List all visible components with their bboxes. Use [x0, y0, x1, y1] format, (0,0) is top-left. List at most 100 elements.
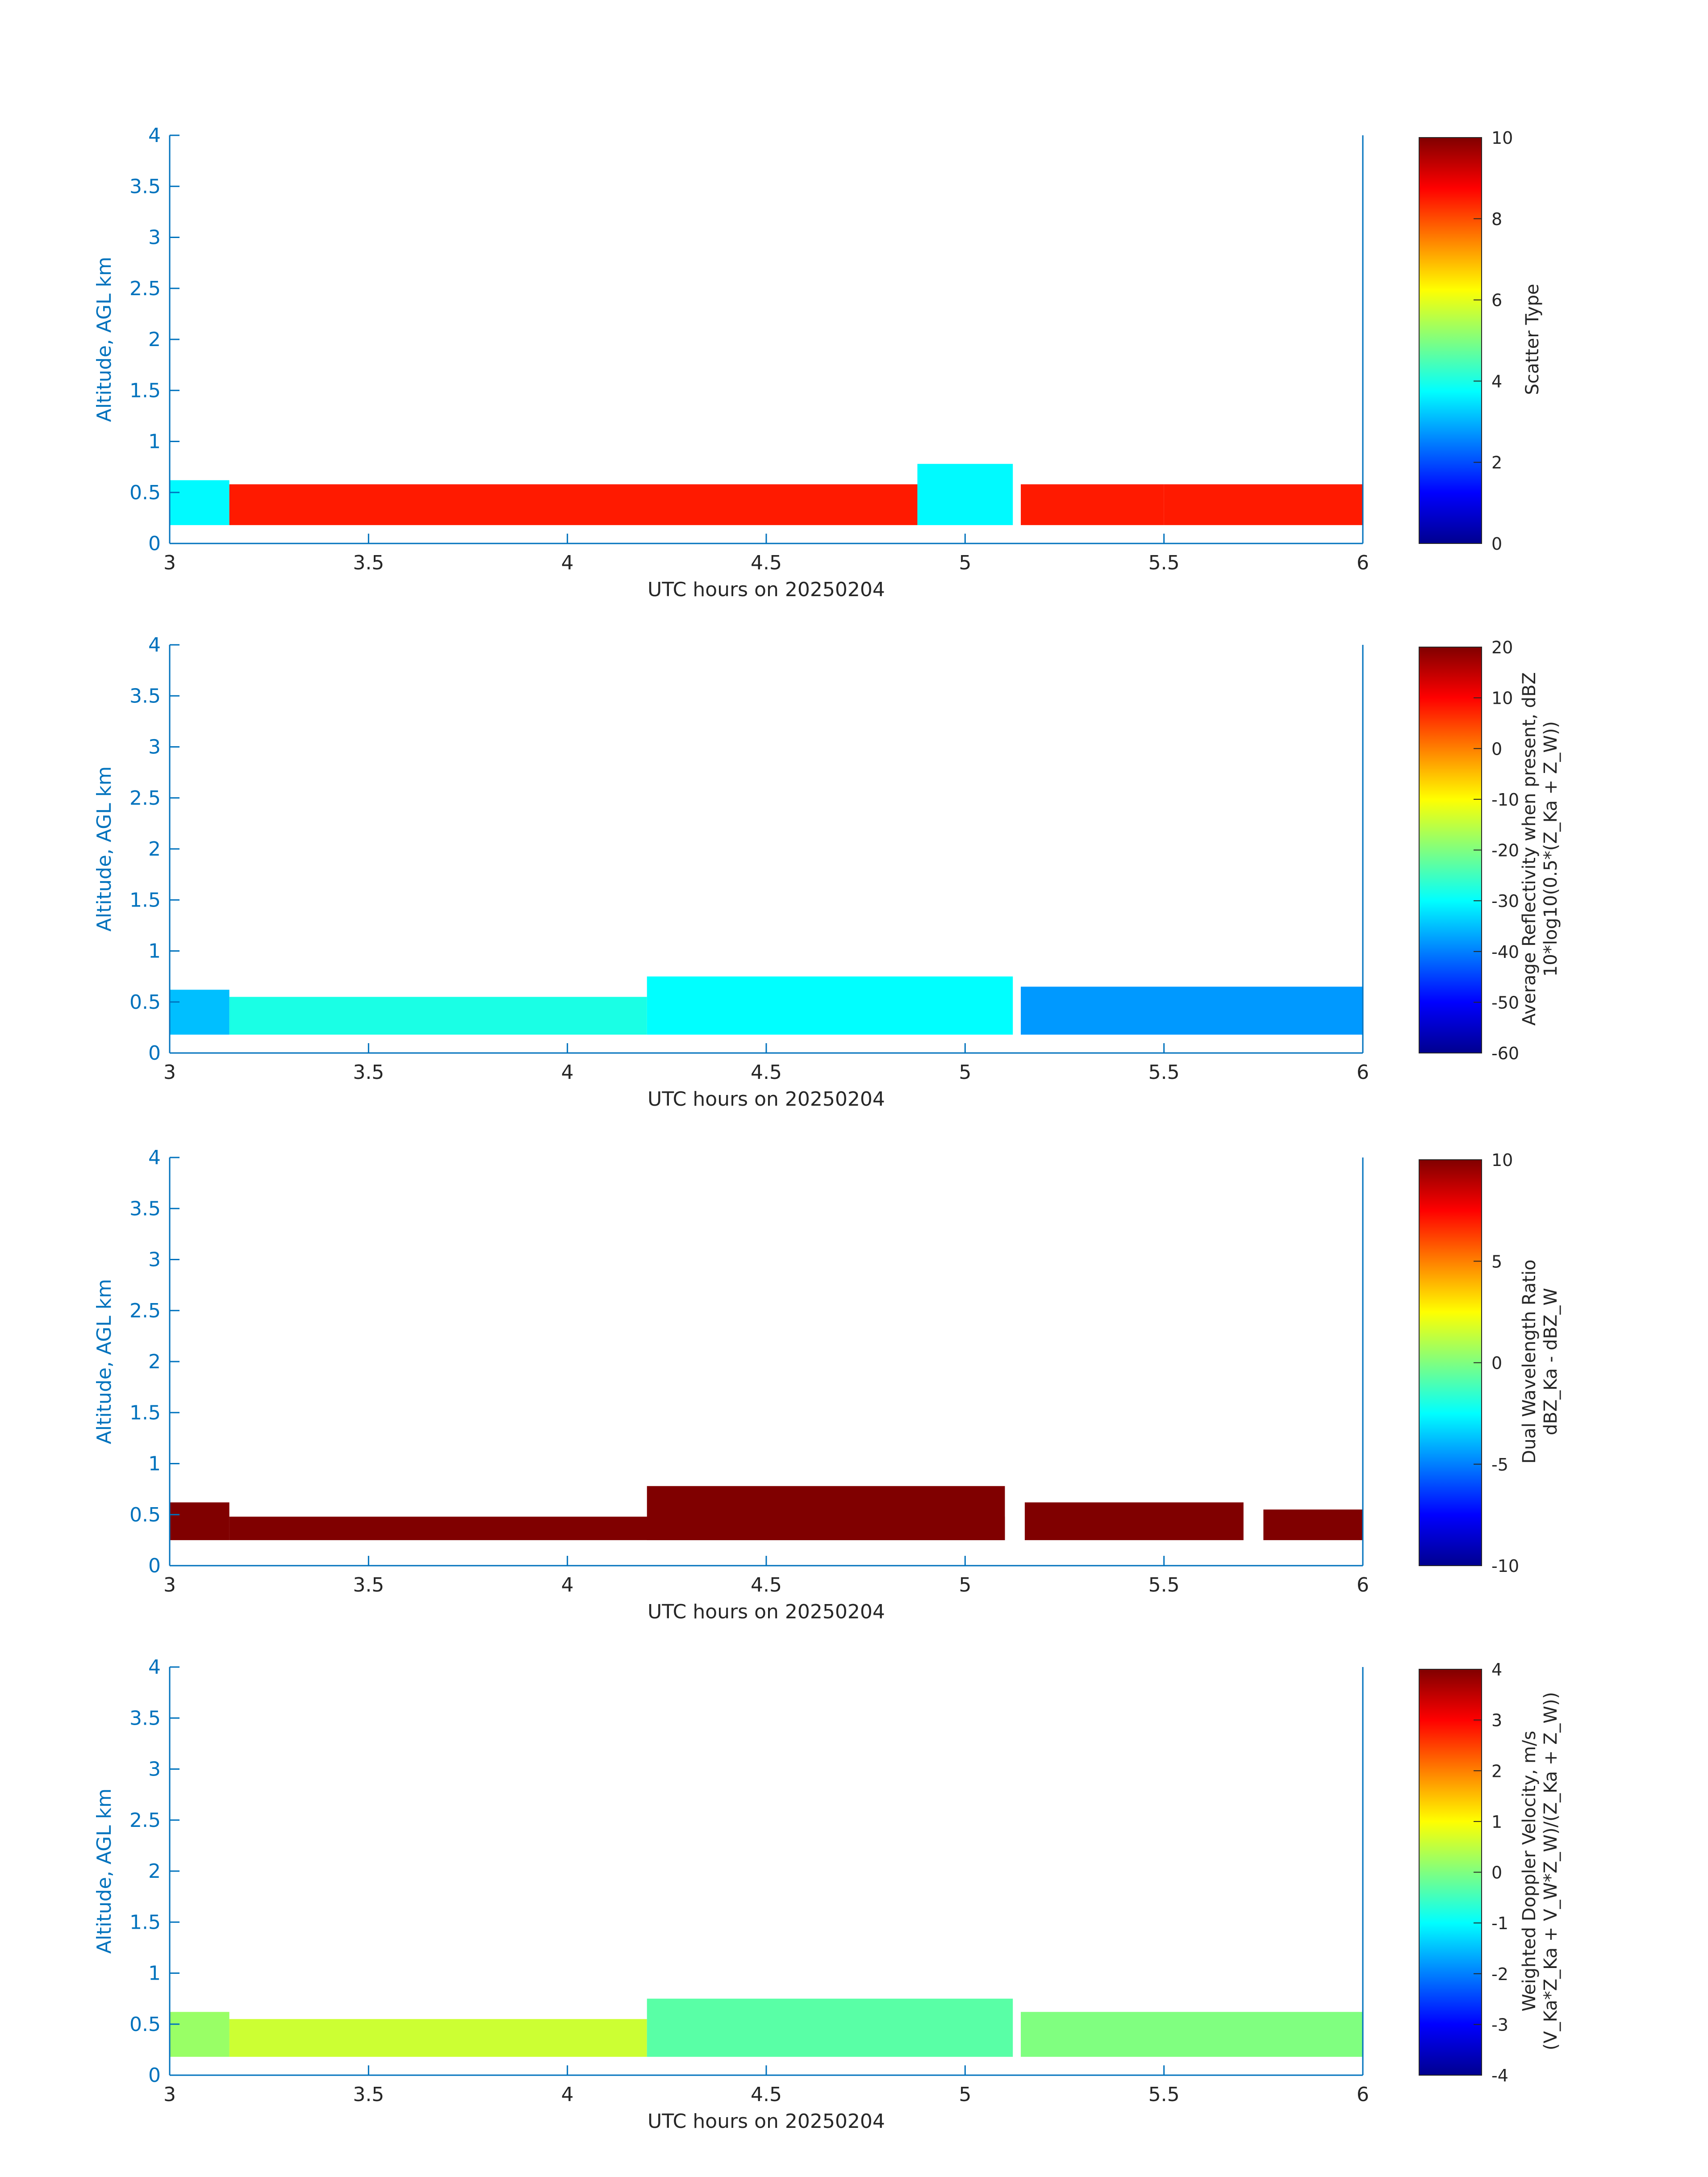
heatmap-region	[1024, 1502, 1244, 1540]
y-tick-label: 2	[148, 1350, 161, 1373]
y-tick-label: 3.5	[129, 1707, 161, 1730]
heatmap-region	[229, 997, 647, 1035]
y-tick-label: 0.5	[129, 2013, 161, 2036]
y-axis-label: Altitude, AGL km	[93, 1788, 116, 1954]
y-tick-label: 3	[148, 1758, 161, 1781]
y-tick-label: 3	[148, 736, 161, 759]
y-tick-label: 0	[148, 1042, 161, 1065]
colorbar-tick-label: 20	[1491, 638, 1513, 657]
heatmap-region	[170, 990, 230, 1035]
y-tick-label: 1	[148, 940, 161, 963]
y-tick-label: 1	[148, 430, 161, 453]
x-tick-label: 5	[959, 1574, 971, 1596]
colorbar-tick-label: 10	[1491, 689, 1513, 708]
colorbar	[1419, 647, 1482, 1053]
x-tick-label: 4.5	[751, 552, 782, 574]
x-tick-label: 5.5	[1148, 552, 1180, 574]
y-tick-label: 1.5	[129, 1401, 161, 1424]
x-tick-label: 4	[561, 552, 574, 574]
x-tick-label: 6	[1357, 552, 1369, 574]
y-tick-label: 2.5	[129, 787, 161, 810]
heatmap-region	[170, 1502, 230, 1540]
x-tick-label: 3	[163, 1574, 176, 1596]
heatmap-region	[1021, 2012, 1363, 2057]
y-tick-label: 1.5	[129, 889, 161, 911]
x-tick-label: 3.5	[353, 1574, 384, 1596]
y-tick-label: 0	[148, 2064, 161, 2087]
x-tick-label: 3	[163, 2083, 176, 2106]
colorbar	[1419, 137, 1482, 544]
x-tick-label: 5	[959, 2083, 971, 2106]
colorbar-tick-label: -40	[1491, 942, 1519, 962]
y-tick-label: 1	[148, 1962, 161, 1985]
colorbar-tick-label: 0	[1491, 739, 1502, 759]
colorbar-sublabel: dBZ_Ka - dBZ_W	[1541, 1288, 1561, 1435]
y-tick-label: 0.5	[129, 481, 161, 504]
colorbar-sublabel: 10*log10(0.5*(Z_Ka + Z_W))	[1541, 721, 1561, 977]
x-tick-label: 5	[959, 552, 971, 574]
heatmap-region	[1021, 986, 1363, 1035]
y-tick-label: 3	[148, 1249, 161, 1271]
heatmap-region	[170, 2012, 230, 2057]
x-tick-label: 5.5	[1148, 1574, 1180, 1596]
x-axis-label: UTC hours on 20250204	[647, 1088, 885, 1111]
panel-3: 3 3.5 4 4.5 5 5.5 6 0 0.5 1 1.5 2 2.5 3 3.5 4 UTC hours …	[93, 1146, 1561, 1623]
y-tick-label: 0.5	[129, 1504, 161, 1526]
x-tick-label: 4.5	[751, 1574, 782, 1596]
y-tick-label: 2.5	[129, 1300, 161, 1322]
x-tick-label: 6	[1357, 1574, 1369, 1596]
colorbar-tick-label: 0	[1491, 1354, 1502, 1373]
x-tick-label: 6	[1357, 1061, 1369, 1084]
heatmap-region	[647, 1486, 1005, 1540]
x-tick-label: 5.5	[1148, 1061, 1180, 1084]
x-tick-label: 3	[163, 552, 176, 574]
panel-1: 3 3.5 4 4.5 5 5.5 6 0 0.5 1 1.5 2 2.5 3 3.5 4 UTC hours …	[93, 124, 1543, 601]
colorbar-tick-label: 1	[1491, 1812, 1502, 1832]
colorbar-tick-label: 2	[1491, 1761, 1502, 1781]
y-tick-label: 2.5	[129, 277, 161, 300]
colorbar-tick-label: -10	[1491, 790, 1519, 810]
colorbar-tick-label: 4	[1491, 1660, 1502, 1680]
colorbar-tick-label: -3	[1491, 2015, 1508, 2035]
heatmap-region	[647, 1998, 1013, 2057]
x-tick-label: 3	[163, 1061, 176, 1084]
colorbar-tick-label: 6	[1491, 291, 1502, 310]
y-tick-label: 1.5	[129, 1911, 161, 1934]
colorbar-label: Dual Wavelength Ratio	[1519, 1259, 1540, 1463]
heatmap-region	[917, 464, 1013, 525]
colorbar-tick-label: 10	[1491, 1150, 1513, 1170]
x-tick-label: 4	[561, 1574, 574, 1596]
y-tick-label: 4	[148, 1656, 161, 1679]
colorbar-tick-label: -4	[1491, 2066, 1508, 2085]
colorbar-tick-label: -1	[1491, 1914, 1508, 1933]
x-tick-label: 4.5	[751, 1061, 782, 1084]
y-tick-label: 3.5	[129, 685, 161, 707]
y-tick-label: 2	[148, 328, 161, 351]
heatmap-region	[1263, 1509, 1363, 1540]
x-tick-label: 4.5	[751, 2083, 782, 2106]
y-tick-label: 3.5	[129, 1197, 161, 1220]
colorbar-tick-label: -50	[1491, 993, 1519, 1012]
y-tick-label: 3	[148, 226, 161, 249]
x-axis-label: UTC hours on 20250204	[647, 2110, 885, 2133]
colorbar-tick-label: -2	[1491, 1964, 1508, 1984]
colorbar-tick-label: 0	[1491, 1863, 1502, 1883]
colorbar-tick-label: -60	[1491, 1044, 1519, 1063]
colorbar-tick-label: -10	[1491, 1556, 1519, 1576]
y-axis-label: Altitude, AGL km	[93, 257, 116, 422]
x-tick-label: 4	[561, 1061, 574, 1084]
x-tick-label: 6	[1357, 2083, 1369, 2106]
y-tick-label: 1	[148, 1453, 161, 1475]
panel-2: 3 3.5 4 4.5 5 5.5 6 0 0.5 1 1.5 2 2.5 3 3.5 4 UTC hours …	[93, 634, 1561, 1111]
x-tick-label: 4	[561, 2083, 574, 2106]
x-axis-label: UTC hours on 20250204	[647, 578, 885, 601]
y-tick-label: 2	[148, 838, 161, 861]
y-tick-label: 4	[148, 1146, 161, 1169]
y-tick-label: 1.5	[129, 379, 161, 402]
x-tick-label: 5	[959, 1061, 971, 1084]
y-tick-label: 4	[148, 124, 161, 147]
panel-4: 3 3.5 4 4.5 5 5.5 6 0 0.5 1 1.5 2 2.5 3 3.5 4 UTC hours …	[93, 1656, 1561, 2133]
heatmap-region	[229, 484, 918, 525]
heatmap-region	[229, 2019, 647, 2057]
